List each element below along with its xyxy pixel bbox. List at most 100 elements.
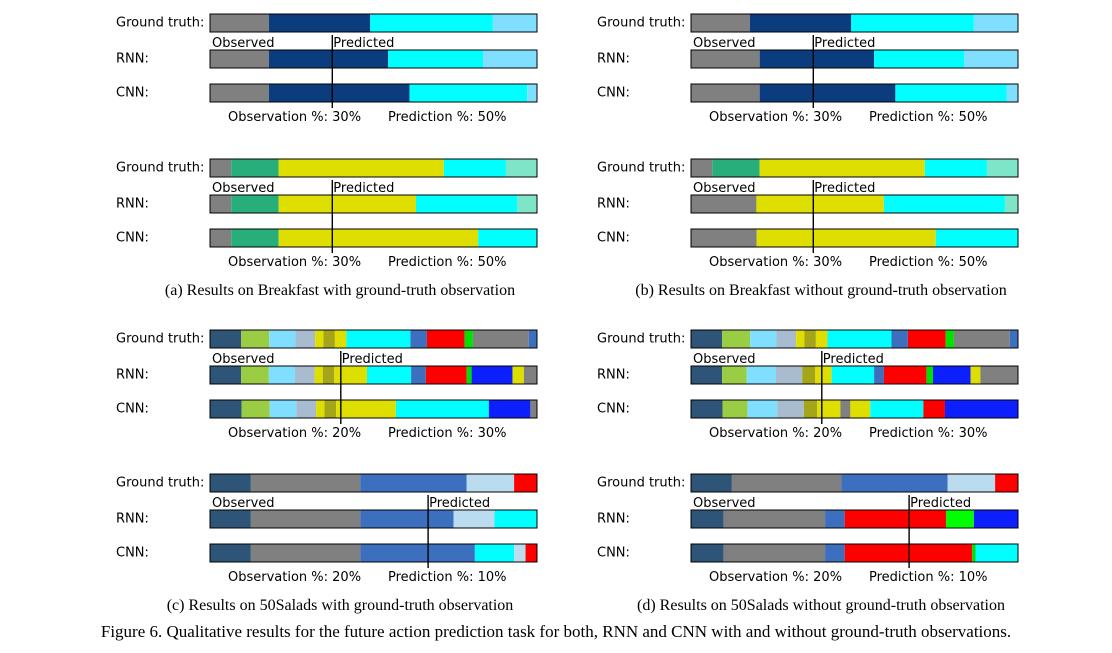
ground-truth-segment [907,330,946,348]
rnn-bar-outline [690,509,1019,529]
predicted-label: Predicted [823,352,884,367]
rnn-segment [523,366,537,384]
cnn-segment [935,229,1018,247]
cnn-label: CNN: [116,546,149,561]
ground-truth-segment [712,159,760,177]
ground-truth-segment [796,330,805,348]
predicted-label: Predicted [333,36,394,51]
prediction-percent: Prediction %: 50% [388,110,506,125]
rnn-segment [973,510,1018,528]
rnn-segment [776,366,803,384]
cnn-segment [817,400,841,418]
ground-truth-segment [426,330,465,348]
ground-truth-segment [731,474,842,492]
observation-percent: Observation %: 30% [709,255,842,270]
ground-truth-bar-outline [690,473,1019,493]
cnn-segment [395,400,489,418]
cnn-label: CNN: [116,231,149,246]
ground-truth-bar-outline [209,158,538,178]
prediction-percent: Prediction %: 30% [869,426,987,441]
ground-truth-segment [250,474,361,492]
ground-truth-segment [722,330,751,348]
ground-truth-bar-outline [690,158,1019,178]
ground-truth-segment [953,330,1010,348]
prediction-percent: Prediction %: 50% [388,255,506,270]
ground-truth-segment [210,14,269,32]
rnn-segment [366,366,412,384]
predicted-label: Predicted [910,496,971,511]
rnn-segment [466,366,472,384]
segment-chart: Ground truth: RNN: CNN: Observed Predicted Ob… [597,473,1019,585]
rnn-segment [691,50,760,68]
cnn-label: CNN: [597,546,630,561]
rnn-segment [874,366,884,384]
cnn-segment [210,544,251,562]
cnn-segment [747,400,778,418]
ground-truth-segment [334,330,347,348]
ground-truth-bar-outline [690,329,1019,349]
ground-truth-segment [841,474,948,492]
observation-percent: Observation %: 20% [228,570,361,585]
rnn-segment [334,366,367,384]
ground-truth-label: Ground truth: [597,332,685,347]
cnn-segment [488,400,531,418]
caption-a: (a) Results on Breakfast with ground-tru… [164,282,516,299]
cnn-segment [250,544,361,562]
cnn-segment [241,400,270,418]
cnn-segment [972,544,976,562]
cnn-segment [409,84,528,102]
rnn-label: RNN: [597,512,630,527]
cnn-segment [1006,84,1018,102]
ground-truth-segment [268,14,371,32]
ground-truth-segment [464,330,473,348]
observation-percent: Observation %: 30% [228,110,361,125]
prediction-percent: Prediction %: 30% [388,426,506,441]
rnn-segment [946,510,974,528]
predicted-label: Predicted [342,352,403,367]
segment-chart: Ground truth: RNN: CNN: Observed Predicted Ob… [116,158,538,270]
rnn-segment [210,195,232,213]
rnn-segment [512,366,524,384]
cnn-segment [268,84,410,102]
segment-chart: Ground truth: RNN: CNN: Observed Predicted Ob… [597,158,1019,270]
cnn-segment [923,400,945,418]
ground-truth-segment [986,159,1018,177]
prediction-percent: Prediction %: 50% [869,255,987,270]
ground-truth-segment [210,330,242,348]
ground-truth-segment [210,474,251,492]
cnn-segment [210,229,232,247]
caption-b: (b) Results on Breakfast without ground-… [635,282,1007,299]
ground-truth-segment [891,330,908,348]
ground-truth-segment [370,14,493,32]
ground-truth-segment [924,159,987,177]
ground-truth-label: Ground truth: [597,16,685,31]
cnn-segment [803,400,818,418]
rnn-segment [926,366,933,384]
observation-percent: Observation %: 20% [709,570,842,585]
cnn-bar-outline [209,399,538,419]
rnn-segment [691,366,723,384]
ground-truth-bar-outline [209,473,538,493]
cnn-segment [691,229,757,247]
ground-truth-segment [1009,330,1018,348]
rnn-segment [825,510,845,528]
rnn-segment [494,510,537,528]
ground-truth-segment [492,14,537,32]
cnn-label: CNN: [597,86,630,101]
rnn-label: RNN: [116,368,149,383]
cnn-segment [759,84,896,102]
ground-truth-segment [466,474,515,492]
rnn-segment [295,366,315,384]
cnn-segment [825,544,845,562]
ground-truth-label: Ground truth: [597,161,685,176]
cnn-segment [850,400,871,418]
rnn-segment [416,195,518,213]
ground-truth-segment [514,474,537,492]
rnn-bar-outline [209,365,538,385]
predicted-label: Predicted [429,496,490,511]
ground-truth-segment [472,330,529,348]
cnn-bar-outline [690,228,1019,248]
ground-truth-segment [691,330,723,348]
cnn-segment [975,544,1018,562]
cnn-label: CNN: [116,86,149,101]
